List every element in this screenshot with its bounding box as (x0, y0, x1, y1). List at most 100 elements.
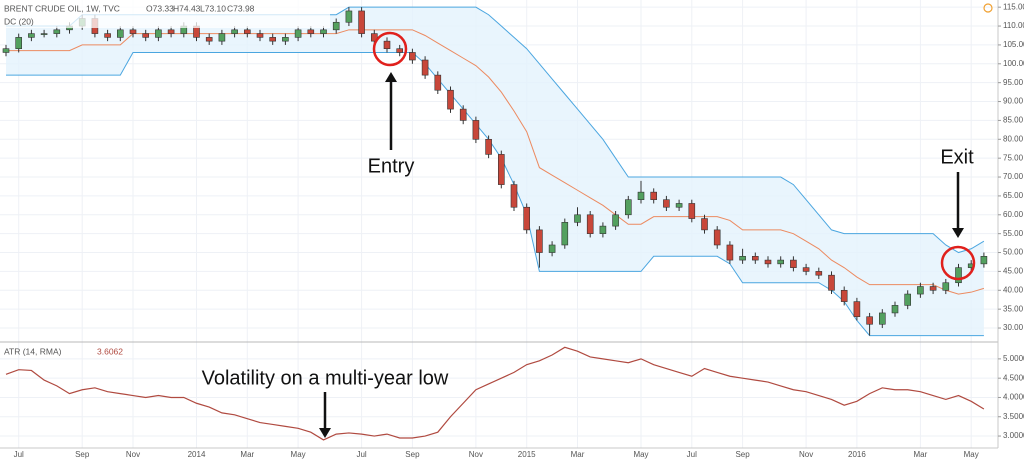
x-tick-label: Mar (240, 450, 254, 459)
candle-body (663, 199, 670, 208)
x-tick-label: Nov (799, 450, 813, 459)
candle-body (815, 271, 823, 276)
candle-body (447, 89, 454, 110)
marks-layer (2, 6, 988, 441)
candle-body (840, 289, 848, 302)
x-tick-label: Jul (14, 450, 24, 459)
x-tick-label: Sep (75, 450, 90, 459)
candle-body (904, 293, 912, 306)
candle-body (421, 59, 429, 76)
header-backdrop (0, 0, 330, 28)
exit-arrowhead (952, 228, 964, 238)
candle-body (383, 40, 391, 49)
candle-body (574, 214, 581, 223)
candle-body (434, 74, 442, 91)
candle-body (53, 29, 61, 34)
candle-body (40, 33, 48, 35)
y-tick-label: 5.0000 (1003, 354, 1024, 363)
candle-body (358, 10, 365, 34)
x-tick-label: Jul (687, 450, 697, 459)
y-tick-label: 90.00 (1003, 97, 1024, 106)
y-tick-label: 100.00 (1003, 59, 1024, 68)
candle-body (485, 138, 492, 155)
candle-body (2, 48, 10, 53)
y-tick-label: 60.00 (1003, 210, 1024, 219)
candle-body (688, 203, 696, 219)
ohlc-high: H74.43 (173, 3, 201, 13)
candle-body (28, 33, 35, 38)
candle-body (15, 37, 22, 49)
atr-arrowhead (319, 428, 331, 438)
y-tick-label: 80.00 (1003, 134, 1024, 143)
candle-body (751, 256, 759, 261)
candle-body (586, 214, 594, 234)
ohlc-low: L73.10 (200, 3, 226, 13)
x-tick-label: Mar (571, 450, 585, 459)
y-tick-label: 105.00 (1003, 40, 1024, 49)
candle-body (764, 259, 772, 265)
x-tick-label: Sep (405, 450, 420, 459)
x-tick-label: Nov (469, 450, 483, 459)
candle-body (713, 229, 721, 246)
candle-body (523, 206, 531, 231)
y-tick-label: 50.00 (1003, 248, 1024, 257)
x-tick-label: May (633, 450, 648, 459)
x-tick-label: 2015 (518, 450, 536, 459)
candle-body (104, 33, 111, 38)
candle-body (828, 274, 835, 291)
candle-body (802, 267, 810, 272)
candle-body (307, 29, 315, 34)
y-tick-label: 65.00 (1003, 191, 1024, 200)
candle-body (790, 259, 797, 268)
y-tick-label: 3.5000 (1003, 412, 1024, 421)
candle-body (637, 191, 645, 200)
candle-body (624, 199, 632, 216)
x-tick-label: Mar (914, 450, 928, 459)
atr-last-value: 3.6062 (97, 346, 123, 356)
candle-body (599, 225, 607, 234)
candle-body (929, 286, 937, 291)
candle-body (409, 52, 416, 61)
y-tick-label: 85.00 (1003, 116, 1024, 125)
candle-body (777, 259, 785, 265)
candle-body (853, 301, 861, 318)
y-tick-label: 3.0000 (1003, 431, 1024, 440)
ohlc-close: C73.98 (227, 3, 255, 13)
atr-line (5, 346, 985, 441)
candle-body (536, 229, 543, 253)
x-tick-label: May (964, 450, 979, 459)
y-tick-label: 70.00 (1003, 172, 1024, 181)
y-tick-label: 4.0000 (1003, 393, 1024, 402)
y-tick-label: 40.00 (1003, 285, 1024, 294)
candle-body (256, 33, 264, 38)
y-tick-label: 75.00 (1003, 153, 1024, 162)
x-tick-label: May (291, 450, 306, 459)
entry-arrowhead (385, 72, 397, 82)
y-tick-label: 35.00 (1003, 304, 1024, 313)
x-tick-label: Sep (735, 450, 750, 459)
channel-fill (6, 7, 984, 336)
x-tick-label: Jul (356, 450, 366, 459)
y-tick-label: 115.00 (1003, 2, 1024, 11)
candle-body (866, 316, 873, 325)
exit-label: Exit (940, 146, 974, 168)
candle-body (980, 256, 988, 265)
candle-body (942, 282, 950, 291)
candle-body (282, 37, 289, 42)
candle-body (612, 214, 619, 227)
candle-body (891, 305, 899, 314)
candle-body (726, 244, 734, 261)
candle-body (396, 48, 404, 53)
candle-body (129, 29, 137, 34)
alert-icon[interactable] (983, 3, 993, 13)
candle-body (561, 222, 569, 246)
y-tick-label: 45.00 (1003, 267, 1024, 276)
atr-title: ATR (14, RMA) (4, 346, 62, 356)
entry-label: Entry (368, 155, 415, 177)
x-tick-label: Nov (126, 450, 140, 459)
candle-body (878, 312, 886, 325)
candle-body (142, 33, 149, 38)
candle-body (497, 154, 505, 185)
